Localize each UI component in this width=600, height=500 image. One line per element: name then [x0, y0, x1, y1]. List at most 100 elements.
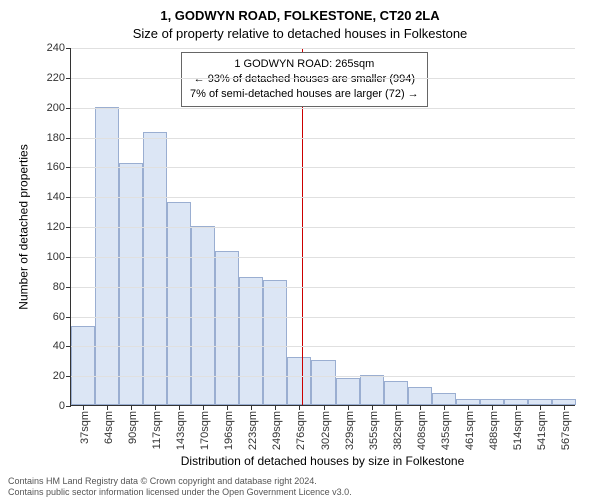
chart-title-line2: Size of property relative to detached ho… — [0, 26, 600, 41]
y-tick-label: 180 — [47, 132, 65, 144]
y-tick-mark — [66, 78, 71, 79]
grid-line — [71, 317, 575, 318]
y-tick-label: 60 — [53, 311, 65, 323]
y-tick-mark — [66, 138, 71, 139]
x-tick-mark — [131, 405, 132, 410]
x-tick-mark — [396, 405, 397, 410]
y-axis-label: Number of detached properties — [16, 48, 32, 406]
x-tick-label: 408sqm — [416, 411, 428, 450]
x-tick-label: 382sqm — [392, 411, 404, 450]
grid-line — [71, 108, 575, 109]
grid-line — [71, 257, 575, 258]
grid-line — [71, 227, 575, 228]
histogram-bar — [239, 277, 263, 405]
footer-attribution: Contains HM Land Registry data © Crown c… — [8, 476, 352, 498]
x-tick-label: 541sqm — [536, 411, 548, 450]
y-tick-mark — [66, 108, 71, 109]
histogram-bar — [143, 132, 167, 405]
x-tick-label: 276sqm — [295, 411, 307, 450]
grid-line — [71, 346, 575, 347]
x-tick-label: 302sqm — [320, 411, 332, 450]
x-tick-mark — [251, 405, 252, 410]
x-tick-mark — [107, 405, 108, 410]
y-tick-label: 40 — [53, 340, 65, 352]
x-tick-label: 249sqm — [271, 411, 283, 450]
x-tick-mark — [444, 405, 445, 410]
plot-area: 1 GODWYN ROAD: 265sqm ← 93% of detached … — [70, 48, 575, 406]
y-tick-mark — [66, 346, 71, 347]
histogram-bar — [71, 326, 95, 405]
histogram-bar — [336, 378, 360, 405]
y-tick-label: 0 — [59, 400, 65, 412]
x-axis-label: Distribution of detached houses by size … — [70, 454, 575, 468]
y-tick-label: 140 — [47, 191, 65, 203]
x-tick-label: 170sqm — [199, 411, 211, 450]
footer-line2: Contains public sector information licen… — [8, 487, 352, 498]
x-tick-label: 514sqm — [512, 411, 524, 450]
grid-line — [71, 287, 575, 288]
histogram-bar — [95, 107, 119, 405]
x-tick-label: 117sqm — [151, 411, 163, 449]
x-tick-label: 488sqm — [488, 411, 500, 450]
y-tick-mark — [66, 376, 71, 377]
y-tick-mark — [66, 317, 71, 318]
x-tick-mark — [275, 405, 276, 410]
histogram-bar — [311, 360, 335, 405]
histogram-bar — [263, 280, 287, 405]
histogram-bar — [191, 226, 215, 405]
histogram-bar — [432, 393, 456, 405]
y-axis-label-text: Number of detached properties — [17, 144, 31, 309]
x-tick-label: 567sqm — [560, 411, 572, 450]
y-tick-label: 160 — [47, 161, 65, 173]
y-tick-mark — [66, 257, 71, 258]
x-tick-mark — [83, 405, 84, 410]
annotation-line2: ← 93% of detached houses are smaller (99… — [190, 72, 419, 87]
histogram-bar — [287, 357, 311, 405]
x-tick-mark — [564, 405, 565, 410]
x-tick-mark — [299, 405, 300, 410]
x-tick-label: 435sqm — [440, 411, 452, 450]
x-tick-mark — [420, 405, 421, 410]
x-tick-mark — [492, 405, 493, 410]
histogram-bar — [215, 251, 239, 405]
y-tick-mark — [66, 227, 71, 228]
x-tick-mark — [540, 405, 541, 410]
y-tick-label: 100 — [47, 251, 65, 263]
y-tick-mark — [66, 48, 71, 49]
x-tick-mark — [179, 405, 180, 410]
x-tick-mark — [155, 405, 156, 410]
x-tick-label: 196sqm — [223, 411, 235, 450]
x-tick-label: 90sqm — [127, 411, 139, 444]
histogram-bar — [384, 381, 408, 405]
x-tick-mark — [516, 405, 517, 410]
grid-line — [71, 376, 575, 377]
x-tick-label: 355sqm — [368, 411, 380, 450]
x-tick-label: 329sqm — [344, 411, 356, 450]
grid-line — [71, 167, 575, 168]
histogram-bar — [167, 202, 191, 405]
grid-line — [71, 78, 575, 79]
footer-line1: Contains HM Land Registry data © Crown c… — [8, 476, 352, 487]
y-tick-mark — [66, 167, 71, 168]
x-tick-label: 37sqm — [79, 411, 91, 444]
x-tick-mark — [203, 405, 204, 410]
chart-title-line1: 1, GODWYN ROAD, FOLKESTONE, CT20 2LA — [0, 8, 600, 23]
x-tick-mark — [324, 405, 325, 410]
y-tick-mark — [66, 197, 71, 198]
y-tick-label: 240 — [47, 42, 65, 54]
annotation-line1: 1 GODWYN ROAD: 265sqm — [190, 57, 419, 72]
x-tick-label: 461sqm — [464, 411, 476, 450]
y-tick-mark — [66, 406, 71, 407]
y-tick-label: 200 — [47, 102, 65, 114]
y-tick-label: 20 — [53, 370, 65, 382]
histogram-bar — [360, 375, 384, 405]
grid-line — [71, 48, 575, 49]
grid-line — [71, 138, 575, 139]
x-tick-label: 223sqm — [247, 411, 259, 450]
y-tick-label: 220 — [47, 72, 65, 84]
grid-line — [71, 197, 575, 198]
y-tick-label: 80 — [53, 281, 65, 293]
x-tick-mark — [348, 405, 349, 410]
annotation-box: 1 GODWYN ROAD: 265sqm ← 93% of detached … — [181, 52, 428, 107]
x-tick-mark — [372, 405, 373, 410]
